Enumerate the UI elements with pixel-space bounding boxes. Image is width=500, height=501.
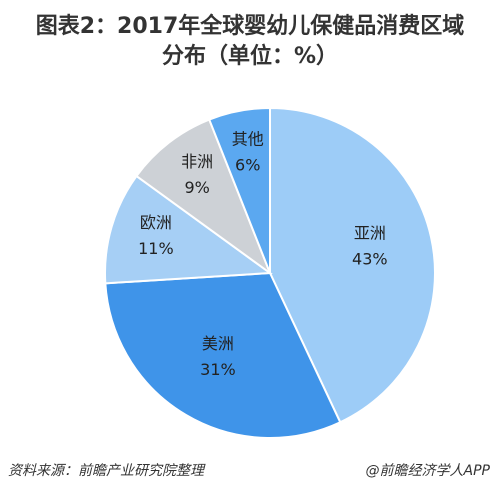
slice-label: 欧洲 (140, 213, 172, 232)
value-label: 31% (200, 360, 236, 379)
value-label: 9% (184, 178, 209, 197)
pie-slice (207, 106, 271, 274)
pie-slice (104, 174, 273, 285)
pie-slice (135, 118, 273, 276)
pie-slice (104, 271, 342, 439)
pie-slice (269, 106, 436, 424)
source: 资料来源：前瞻产业研究院整理 (8, 463, 204, 479)
chart-title: 图表2：2017年全球婴幼儿保健品消费区域分布（单位：%） (35, 14, 465, 69)
slice-label: 非洲 (181, 152, 213, 171)
slice-label: 美洲 (202, 334, 234, 353)
slice-label: 亚洲 (354, 224, 386, 243)
value-label: 11% (138, 239, 174, 258)
value-label: 43% (352, 250, 388, 269)
value-label: 6% (235, 155, 260, 174)
slice-label: 其他 (232, 129, 264, 148)
credit: @前瞻经济学人APP (365, 463, 490, 479)
